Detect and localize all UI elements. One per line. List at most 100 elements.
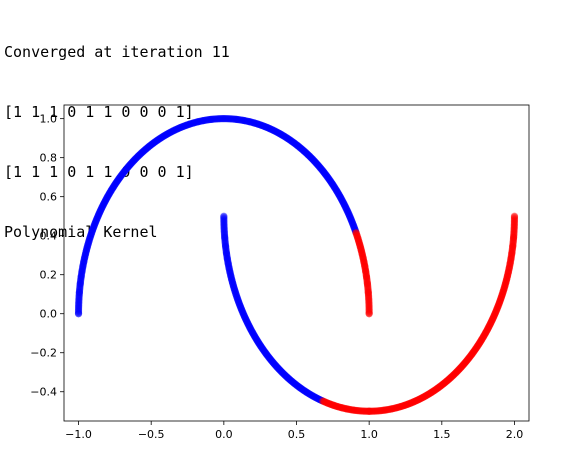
data-point-series-0-15 — [88, 229, 96, 237]
data-point-series-0-494 — [319, 167, 327, 175]
data-point-series-0-110 — [170, 126, 179, 134]
data-point-series-0-43 — [112, 179, 120, 187]
data-point-series-0-426 — [343, 207, 351, 215]
data-point-series-0-513 — [131, 155, 139, 163]
data-point-series-0-720 — [279, 370, 288, 378]
data-point-series-0-22 — [94, 213, 102, 221]
data-point-series-0-142 — [198, 117, 206, 125]
data-point-series-1-1072 — [433, 385, 441, 393]
data-point-series-1-946 — [323, 399, 331, 407]
data-point-series-0-749 — [253, 336, 261, 344]
data-point-series-1-994 — [365, 407, 373, 415]
data-point-series-1-892 — [364, 285, 372, 293]
data-point-series-0-623 — [255, 339, 263, 347]
data-point-series-0-398 — [350, 223, 358, 231]
data-point-series-0-268 — [308, 155, 316, 163]
data-point-series-0-378 — [84, 241, 92, 249]
data-point-series-1-1123 — [477, 336, 485, 344]
data-point-series-1-957 — [333, 402, 341, 410]
data-point-series-1-1240 — [483, 326, 491, 335]
data-point-series-0-96 — [158, 133, 166, 141]
data-point-series-0-66 — [132, 154, 140, 162]
data-point-series-1-867 — [362, 273, 371, 281]
data-point-series-0-181 — [232, 115, 240, 123]
data-point-series-0-516 — [307, 154, 316, 162]
data-point-series-0-556 — [277, 131, 286, 139]
data-point-series-1-1244 — [485, 322, 493, 330]
data-point-series-1-1107 — [463, 356, 471, 364]
data-point-series-0-396 — [350, 224, 359, 232]
data-point-series-0-212 — [259, 122, 267, 130]
data-point-series-0-570 — [260, 122, 269, 131]
data-point-series-0-337 — [75, 289, 83, 297]
data-point-series-1-1330 — [510, 221, 518, 229]
data-point-series-0-122 — [181, 122, 189, 130]
data-point-series-0-394 — [351, 225, 359, 234]
data-point-series-0-136 — [193, 118, 201, 126]
data-point-series-0-452 — [335, 191, 344, 200]
data-point-series-1-1315 — [509, 239, 517, 247]
data-point-series-1-1002 — [372, 407, 380, 415]
data-point-series-0-272 — [312, 158, 320, 167]
data-point-series-1-996 — [367, 407, 375, 415]
data-point-series-1-1010 — [379, 406, 387, 414]
data-point-series-1-871 — [365, 310, 373, 318]
data-point-series-0-740 — [260, 346, 268, 354]
data-point-series-0-292 — [329, 181, 337, 189]
data-point-series-1-891 — [364, 286, 372, 294]
data-point-series-1-1278 — [501, 282, 509, 290]
data-point-series-0-387 — [87, 230, 95, 238]
data-point-series-1-861 — [357, 246, 365, 255]
data-point-series-1-1286 — [503, 273, 511, 281]
data-point-series-0-717 — [283, 373, 291, 381]
data-point-series-0-449 — [103, 193, 112, 201]
data-point-series-0-480 — [325, 175, 333, 183]
data-point-series-1-874 — [365, 306, 373, 314]
data-point-series-0-402 — [349, 221, 357, 229]
data-point-series-0-346 — [76, 278, 85, 286]
data-point-series-0-249 — [292, 140, 300, 148]
data-point-series-0-743 — [257, 343, 265, 351]
data-point-series-0-647 — [276, 366, 284, 374]
data-point-series-0-818 — [223, 255, 231, 263]
data-point-series-0-730 — [269, 358, 277, 366]
data-point-series-1-1157 — [507, 255, 515, 263]
data-point-series-0-757 — [247, 326, 256, 335]
data-point-series-0-354 — [78, 269, 86, 277]
data-point-series-0-637 — [267, 356, 275, 364]
data-point-series-0-853 — [220, 214, 228, 222]
data-point-series-0-763 — [244, 319, 252, 328]
data-point-series-0-764 — [243, 318, 251, 326]
data-point-series-0-125 — [183, 121, 192, 129]
data-point-series-0-330 — [75, 297, 83, 305]
data-point-series-1-859 — [355, 240, 364, 248]
data-point-series-1-1313 — [509, 241, 517, 249]
data-point-series-0-628 — [259, 345, 267, 354]
data-point-series-0-438 — [340, 200, 348, 208]
data-point-series-1-876 — [365, 304, 373, 312]
data-point-series-1-1128 — [482, 329, 490, 337]
data-point-series-0-25 — [96, 207, 104, 215]
data-point-series-1-1047 — [411, 397, 419, 405]
data-point-series-1-1263 — [495, 299, 503, 308]
data-point-series-0-239 — [283, 134, 291, 142]
data-point-series-1-950 — [326, 400, 335, 408]
data-point-series-1-1216 — [464, 354, 473, 363]
data-point-series-0-775 — [237, 305, 246, 314]
data-point-series-1-899 — [363, 277, 371, 285]
data-point-series-1-1242 — [484, 324, 492, 332]
data-point-series-0-625 — [256, 342, 265, 350]
data-point-series-0-370 — [81, 250, 90, 258]
data-point-series-1-1294 — [505, 263, 513, 271]
data-point-series-0-836 — [221, 234, 229, 242]
data-point-series-0-677 — [302, 388, 310, 396]
data-point-series-1-1336 — [510, 214, 519, 222]
data-point-series-1-1073 — [434, 384, 442, 392]
data-point-series-1-1322 — [510, 230, 518, 239]
data-point-series-0-357 — [78, 265, 86, 273]
data-point-series-0-294 — [331, 184, 339, 192]
data-point-series-0-325 — [75, 303, 83, 311]
data-point-series-0-49 — [117, 171, 125, 180]
data-point-series-1-1018 — [386, 405, 394, 413]
data-point-series-0-634 — [264, 353, 272, 361]
